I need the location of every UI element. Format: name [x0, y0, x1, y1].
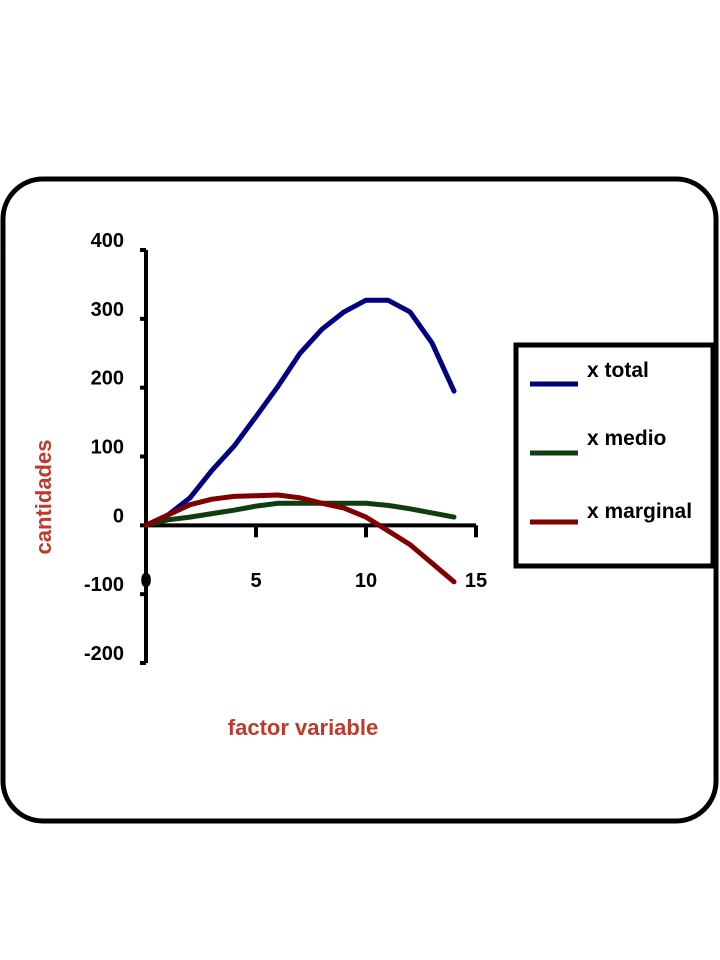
x-tick-label: 15 — [465, 570, 487, 592]
x-axis-title: factor variable — [228, 715, 378, 740]
y-tick-label: 100 — [91, 437, 124, 459]
y-tick-label: 300 — [91, 299, 124, 321]
x-tick-label: 5 — [250, 570, 261, 592]
chart-frame — [0, 176, 719, 824]
legend: x total x medio x marginal — [530, 359, 692, 525]
legend-label-x-marginal: x marginal — [587, 500, 692, 523]
y-tick-label: -200 — [84, 643, 124, 665]
series-line-x-marginal — [143, 492, 457, 585]
series-line-x-total — [143, 297, 457, 528]
y-tick-label: 200 — [91, 368, 124, 390]
y-tick-label: 400 — [91, 230, 124, 252]
legend-label-x-total: x total — [587, 359, 649, 382]
y-tick-label: 0 — [113, 505, 124, 527]
legend-label-x-medio: x medio — [587, 427, 666, 450]
plot-area: 400 300 200 100 0 -100 -200 0 5 10 15 — [84, 230, 487, 665]
series-line-x-medio — [143, 500, 457, 528]
x-tick-label: 0 — [140, 570, 151, 592]
y-axis-title: cantidades — [31, 440, 56, 555]
y-tick-label: -100 — [84, 574, 124, 596]
x-tick-label: 10 — [355, 570, 377, 592]
